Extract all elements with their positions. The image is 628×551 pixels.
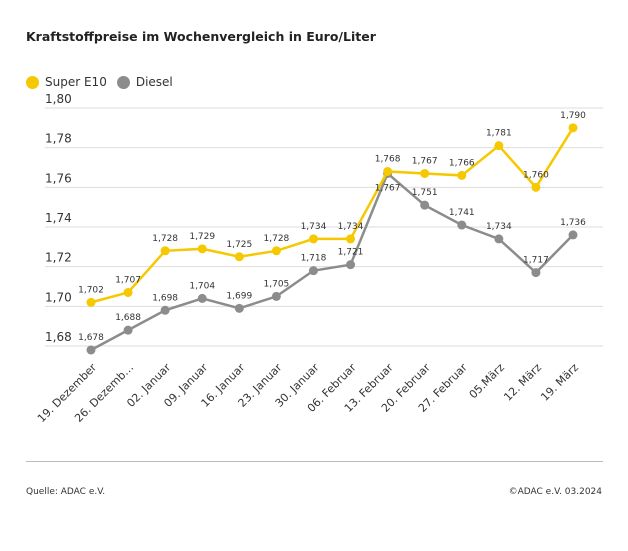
- data-point: [160, 246, 170, 256]
- data-label: 1,760: [523, 170, 549, 180]
- y-tick-label: 1,76: [45, 171, 72, 185]
- y-tick-label: 1,80: [45, 92, 72, 106]
- data-point: [234, 252, 244, 262]
- data-label: 1,734: [486, 222, 512, 232]
- data-label: 1,725: [226, 240, 252, 250]
- data-label: 1,736: [560, 218, 586, 228]
- data-point: [123, 325, 133, 335]
- legend: Super E10 Diesel: [26, 75, 173, 89]
- data-label: 1,704: [189, 281, 215, 291]
- data-point: [86, 297, 96, 307]
- data-point: [86, 345, 96, 355]
- series-line-diesel: [90, 171, 574, 352]
- data-label: 1,751: [412, 188, 438, 198]
- data-label: 1,767: [412, 156, 438, 166]
- data-point: [531, 268, 541, 278]
- x-tick-label: 12. März: [501, 361, 544, 404]
- legend-label-diesel: Diesel: [135, 75, 173, 89]
- data-label: 1,705: [264, 279, 290, 289]
- series-line-super: [90, 127, 575, 304]
- data-label: 1,678: [78, 333, 104, 343]
- data-label: 1,734: [301, 222, 327, 232]
- data-point: [271, 291, 281, 301]
- data-point: [383, 166, 393, 176]
- data-label: 1,699: [226, 291, 252, 301]
- data-point: [457, 220, 467, 230]
- y-tick-label: 1,70: [45, 290, 72, 304]
- data-label: 1,768: [375, 154, 401, 164]
- data-label: 1,717: [523, 256, 549, 266]
- data-label: 1,721: [338, 248, 364, 258]
- data-point: [234, 303, 244, 313]
- data-point: [568, 230, 578, 240]
- y-tick-label: 1,74: [45, 211, 72, 225]
- data-label: 1,702: [78, 285, 104, 295]
- data-point: [308, 234, 318, 244]
- data-point: [346, 260, 356, 270]
- data-point: [346, 234, 356, 244]
- data-label: 1,766: [449, 158, 475, 168]
- data-label: 1,781: [486, 129, 512, 139]
- data-point: [494, 141, 504, 151]
- data-label: 1,790: [560, 111, 586, 121]
- data-point: [568, 123, 578, 133]
- y-tick-label: 1,78: [45, 132, 72, 146]
- data-point: [494, 234, 504, 244]
- legend-dot-super: [26, 75, 39, 89]
- data-label: 1,767: [375, 183, 401, 193]
- legend-label-super: Super E10: [45, 75, 107, 89]
- data-label: 1,741: [449, 208, 475, 218]
- data-point: [531, 182, 541, 192]
- data-point: [271, 246, 281, 256]
- data-point: [308, 266, 318, 276]
- legend-dot-diesel: [116, 75, 130, 89]
- data-label: 1,698: [152, 293, 178, 303]
- data-point: [197, 244, 207, 254]
- data-point: [160, 305, 170, 315]
- data-point: [420, 168, 430, 178]
- data-label: 1,707: [115, 275, 141, 285]
- copyright-note: ©ADAC e.V. 03.2024: [508, 487, 602, 497]
- y-tick-label: 1,68: [45, 330, 72, 344]
- divider: [26, 461, 603, 462]
- data-label: 1,728: [152, 234, 178, 244]
- data-label: 1,728: [264, 234, 290, 244]
- data-point: [420, 200, 430, 210]
- data-point: [123, 287, 133, 297]
- data-label: 1,688: [115, 313, 141, 323]
- source-note: Quelle: ADAC e.V.: [26, 487, 106, 497]
- y-tick-label: 1,72: [45, 251, 72, 265]
- chart-title: Kraftstoffpreise im Wochenvergleich in E…: [26, 29, 376, 44]
- data-label: 1,718: [301, 254, 327, 264]
- data-label: 1,729: [189, 232, 215, 242]
- data-point: [197, 293, 207, 303]
- data-point: [457, 170, 467, 180]
- x-tick-label: 19. März: [538, 361, 581, 404]
- data-label: 1,734: [338, 222, 364, 232]
